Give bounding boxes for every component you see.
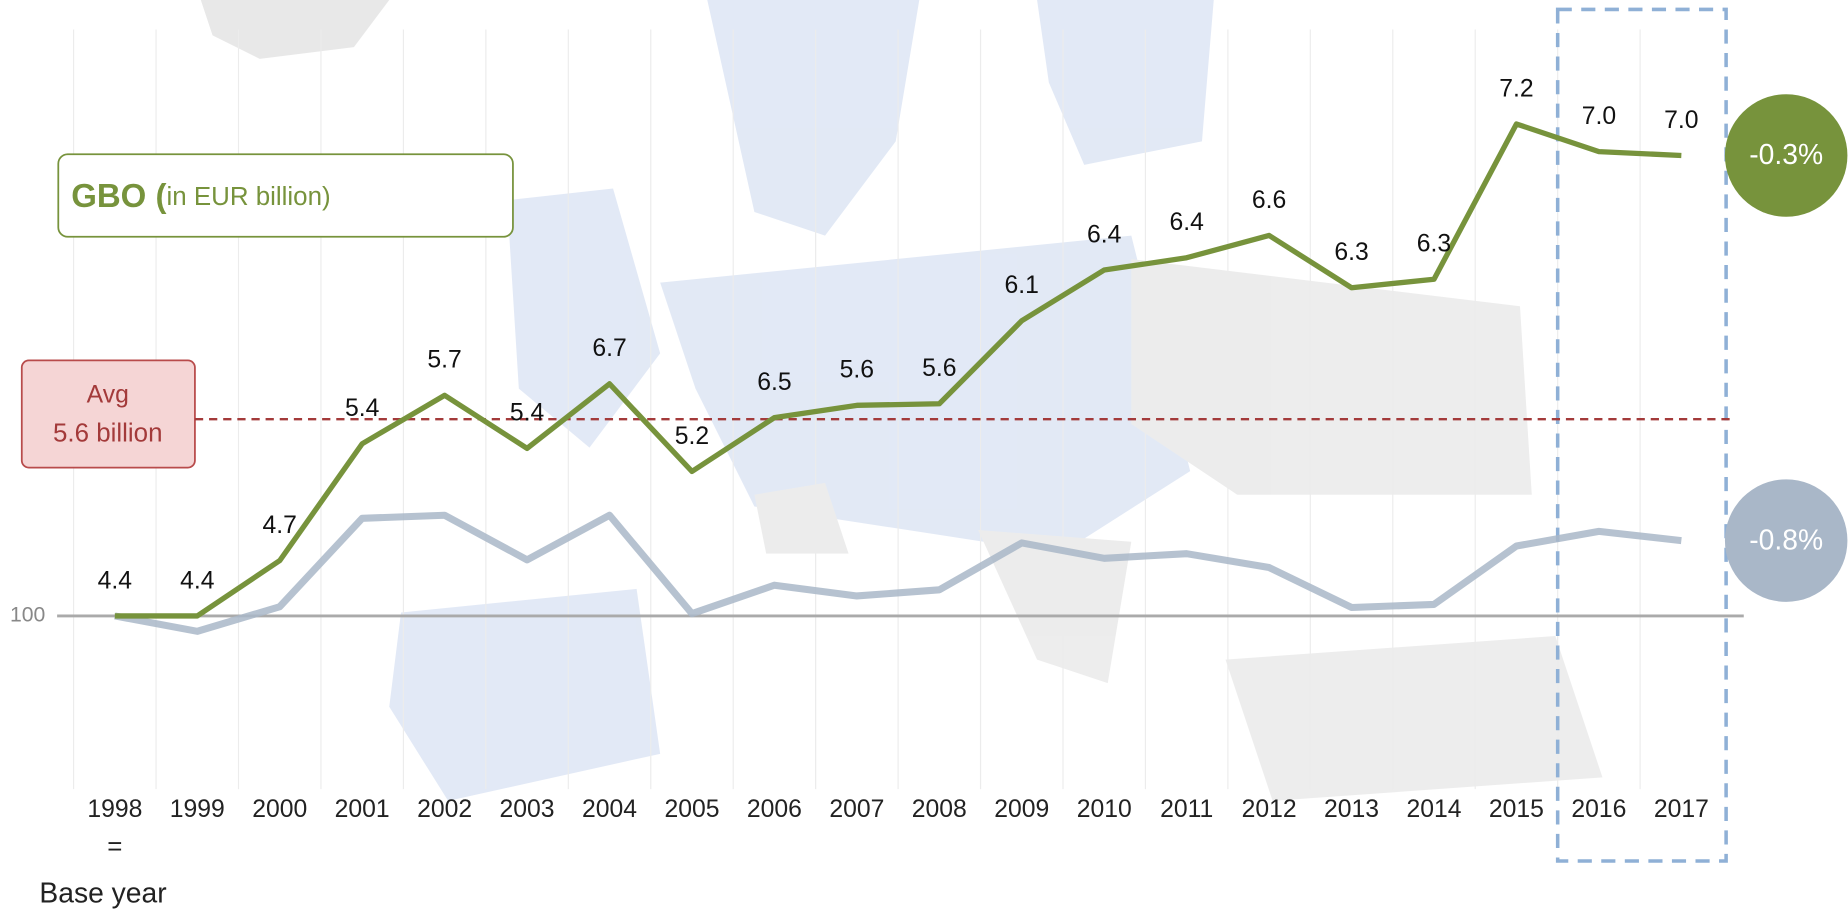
avg-label: Avg (87, 381, 129, 408)
data-label: 5.6 (922, 355, 956, 382)
highlight-box (1555, 7, 1728, 863)
x-tick-label: 2015 (1489, 796, 1544, 823)
x-tick-label: 2003 (500, 796, 555, 823)
legend-sub: in EUR billion) (166, 183, 330, 211)
x-tick-label: 2013 (1324, 796, 1379, 823)
x-tick-label: 2009 (994, 796, 1049, 823)
data-label: 6.3 (1417, 231, 1451, 258)
data-label: 5.4 (345, 395, 380, 422)
data-label: 5.7 (427, 347, 461, 374)
x-tick-label: 2001 (335, 796, 390, 823)
data-label: 4.4 (180, 567, 215, 594)
x-tick-label: 2006 (747, 796, 802, 823)
base-equals: = (107, 833, 122, 861)
map-background (200, 0, 1603, 801)
avg-box (20, 359, 196, 469)
base-year-note: Base year (39, 877, 166, 909)
data-label: 5.6 (840, 357, 874, 384)
data-label: 6.7 (592, 335, 626, 362)
data-label: 4.4 (98, 567, 133, 594)
x-tick-label: 2000 (252, 796, 307, 823)
y-tick-label: 100 (10, 604, 45, 627)
x-tick-label: 1998 (87, 796, 142, 823)
data-label: 6.6 (1252, 187, 1286, 214)
data-label: 7.2 (1499, 75, 1533, 102)
legend-text: GBO (in EUR billion) (71, 177, 330, 214)
avg-value: 5.6 billion (53, 419, 162, 447)
change-label: -0.3% (1749, 138, 1823, 170)
x-tick-label: 2008 (912, 796, 967, 823)
x-tick-label: 2014 (1407, 796, 1462, 823)
x-tick-label: 2017 (1654, 796, 1709, 823)
change-bubble (1724, 94, 1848, 217)
data-label: 6.1 (1005, 272, 1039, 299)
data-label: 6.3 (1334, 239, 1368, 266)
x-tick-label: 2007 (829, 796, 884, 823)
data-label: 5.2 (675, 423, 709, 450)
x-tick-label: 1999 (170, 796, 225, 823)
data-label: 7.0 (1664, 107, 1698, 134)
legend-box (57, 153, 514, 238)
change-label: -0.8% (1749, 523, 1823, 555)
x-tick-label: 2002 (417, 796, 472, 823)
change-bubble (1724, 479, 1848, 602)
x-tick-label: 2010 (1077, 796, 1132, 823)
data-label: 7.0 (1582, 103, 1616, 130)
x-tick-label: 2004 (582, 796, 637, 823)
x-tick-label: 2012 (1242, 796, 1297, 823)
x-tick-label: 2016 (1571, 796, 1626, 823)
x-tick-label: 2011 (1160, 796, 1213, 823)
data-label: 6.4 (1169, 209, 1204, 236)
series-line (114, 121, 1682, 619)
data-label: 6.4 (1087, 221, 1122, 248)
data-label: 4.7 (263, 512, 297, 539)
x-tick-label: 2005 (664, 796, 719, 823)
data-label: 6.5 (757, 369, 791, 396)
data-label: 5.4 (510, 400, 545, 427)
legend-main: GBO ( (71, 177, 166, 214)
series-line (114, 511, 1682, 635)
